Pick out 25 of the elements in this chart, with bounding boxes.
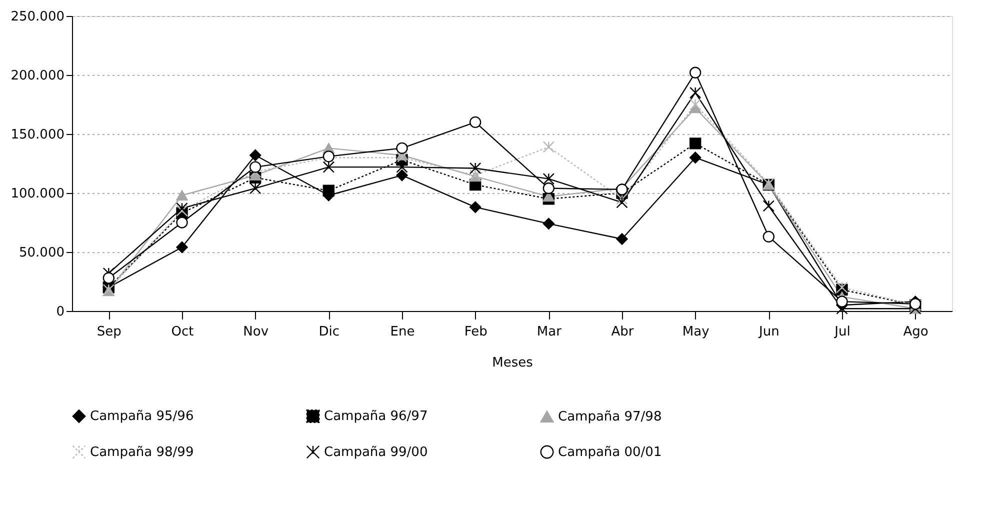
x-tick-label: Mar	[536, 324, 562, 340]
legend-label: Campaña 96/97	[324, 409, 428, 424]
x-tick-label: Dic	[318, 324, 340, 340]
y-tick-label: 200.000	[10, 68, 64, 84]
legend-label: Campaña 95/96	[90, 409, 194, 424]
x-tick-label: Jul	[834, 324, 850, 340]
x-tick-label: Sep	[96, 324, 122, 340]
x-tick-label: Abr	[611, 324, 634, 340]
legend-label: Campaña 00/01	[558, 445, 662, 460]
x-tick-label: Oct	[171, 324, 194, 340]
x-tick-label: Ago	[903, 324, 928, 340]
legend-label: Campaña 97/98	[558, 410, 662, 425]
legend-label: Campaña 99/00	[324, 445, 428, 460]
legend-label: Campaña 98/99	[90, 445, 194, 460]
y-tick-label: 150.000	[10, 128, 64, 142]
y-tick-label: 250.000	[10, 10, 64, 24]
y-tick-label: 50.000	[19, 246, 64, 260]
x-tick-label: Nov	[243, 324, 269, 340]
y-tick-label: 0	[56, 304, 64, 320]
x-tick-label: Feb	[464, 324, 488, 340]
y-tick-label: 100.000	[10, 186, 64, 202]
x-tick-label: Jun	[758, 324, 780, 340]
x-axis-title: Meses	[492, 356, 534, 370]
x-tick-label: Ene	[390, 324, 415, 340]
x-tick-label: May	[682, 324, 710, 340]
